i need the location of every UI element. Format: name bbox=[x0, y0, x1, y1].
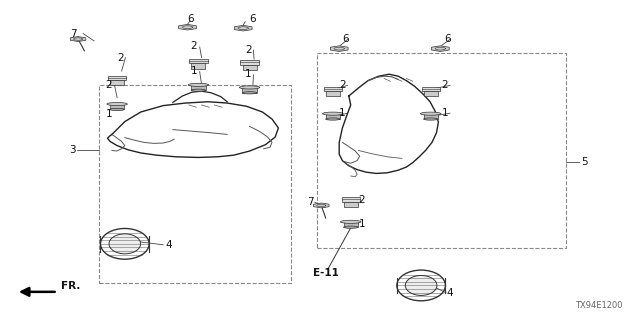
Text: 6: 6 bbox=[250, 14, 256, 24]
Text: 2: 2 bbox=[245, 44, 252, 55]
Text: 1: 1 bbox=[106, 108, 112, 119]
Bar bbox=[189, 59, 207, 63]
Ellipse shape bbox=[340, 220, 361, 223]
Text: 2: 2 bbox=[106, 80, 112, 90]
Text: 7: 7 bbox=[70, 28, 77, 39]
Text: 2: 2 bbox=[191, 41, 197, 52]
Bar bbox=[110, 104, 124, 109]
Ellipse shape bbox=[109, 234, 141, 254]
Text: 4: 4 bbox=[165, 240, 172, 250]
Ellipse shape bbox=[326, 118, 340, 120]
Ellipse shape bbox=[405, 276, 437, 295]
Text: 2: 2 bbox=[442, 80, 448, 90]
Text: 6: 6 bbox=[342, 34, 349, 44]
Polygon shape bbox=[314, 203, 329, 208]
Bar bbox=[243, 87, 257, 93]
Polygon shape bbox=[70, 36, 86, 42]
Text: 1: 1 bbox=[442, 108, 448, 118]
Polygon shape bbox=[431, 46, 449, 52]
Bar bbox=[110, 80, 124, 85]
Ellipse shape bbox=[107, 102, 127, 106]
Text: 1: 1 bbox=[358, 219, 365, 229]
Bar bbox=[424, 91, 438, 97]
Ellipse shape bbox=[239, 86, 260, 89]
Text: FR.: FR. bbox=[61, 281, 80, 291]
Ellipse shape bbox=[191, 89, 205, 92]
Ellipse shape bbox=[188, 83, 209, 86]
Text: 6: 6 bbox=[445, 34, 451, 44]
Ellipse shape bbox=[420, 112, 441, 115]
Text: 2: 2 bbox=[339, 80, 346, 90]
Text: 5: 5 bbox=[581, 156, 588, 167]
Bar bbox=[422, 87, 440, 91]
Bar bbox=[191, 63, 205, 69]
Polygon shape bbox=[330, 46, 348, 52]
Ellipse shape bbox=[243, 92, 257, 94]
Text: 4: 4 bbox=[447, 288, 453, 298]
Bar bbox=[243, 65, 257, 70]
Text: E-11: E-11 bbox=[314, 268, 339, 278]
Text: 1: 1 bbox=[339, 108, 346, 118]
Ellipse shape bbox=[424, 118, 438, 120]
Text: 7: 7 bbox=[307, 197, 314, 207]
Bar bbox=[424, 114, 438, 119]
Bar bbox=[108, 76, 126, 80]
Bar bbox=[342, 197, 360, 202]
Bar bbox=[344, 202, 358, 207]
Text: TX94E1200: TX94E1200 bbox=[575, 301, 622, 310]
Text: 2: 2 bbox=[117, 52, 124, 63]
Polygon shape bbox=[234, 25, 252, 31]
Bar bbox=[326, 91, 340, 97]
Bar bbox=[241, 60, 259, 65]
Ellipse shape bbox=[110, 108, 124, 111]
Polygon shape bbox=[179, 24, 196, 30]
Ellipse shape bbox=[344, 226, 358, 228]
Bar bbox=[324, 87, 342, 91]
Bar bbox=[344, 222, 358, 227]
Text: 2: 2 bbox=[358, 195, 365, 205]
Text: 1: 1 bbox=[191, 66, 197, 76]
Bar bbox=[191, 85, 205, 90]
Bar bbox=[326, 114, 340, 119]
Ellipse shape bbox=[323, 112, 343, 115]
Text: 1: 1 bbox=[245, 69, 252, 79]
Text: 3: 3 bbox=[69, 145, 76, 156]
Text: 6: 6 bbox=[188, 14, 194, 24]
